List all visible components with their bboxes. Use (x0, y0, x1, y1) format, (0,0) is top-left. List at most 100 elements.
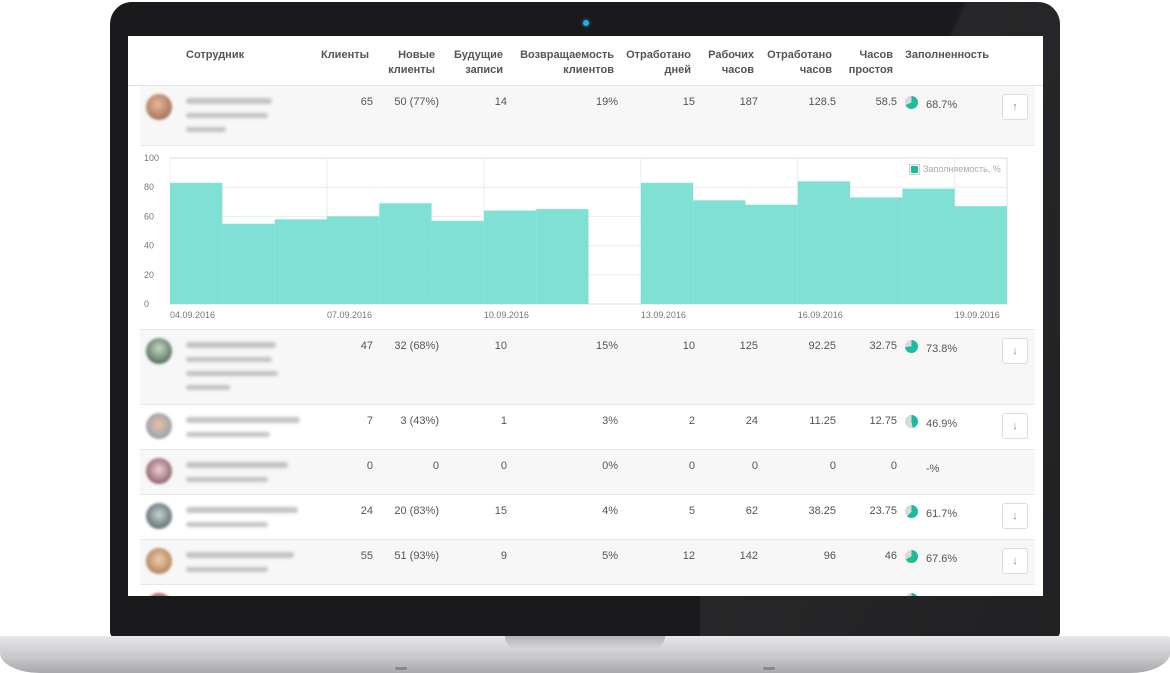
occupancy-cell: 67.6% (926, 553, 958, 565)
avatar (146, 338, 172, 364)
laptop-notch (505, 636, 665, 650)
clients-cell: 65 (360, 96, 373, 108)
avatar (146, 548, 172, 574)
expand-button[interactable]: ↓ (1002, 413, 1028, 439)
new-clients-cell: 0 (432, 460, 439, 472)
table-row[interactable]: 47 32 (68%) 10 15% 10 125 92.25 32.75 73.8% ↓ (140, 330, 1035, 405)
clients-cell: 0 (366, 460, 373, 472)
header-occupancy[interactable]: Заполненность (905, 49, 989, 61)
days-worked-cell: 2 (688, 415, 695, 427)
hours-worked-cell: 92.25 (808, 340, 836, 352)
header-idle-hours[interactable]: Часов простоя (848, 49, 893, 76)
expand-button[interactable]: ↓ (1002, 548, 1028, 574)
occupancy-pie-icon (905, 96, 918, 109)
future-records-cell: 1 (500, 415, 507, 427)
avatar (146, 458, 172, 484)
table-row-partial[interactable] (140, 585, 1035, 596)
days-worked-cell: 15 (682, 96, 695, 108)
employee-role-blurred (186, 113, 268, 118)
occupancy-pie-icon (905, 340, 918, 353)
return-rate-cell: 0% (602, 460, 618, 472)
employee-name-blurred (186, 552, 294, 558)
chart-bar (379, 203, 432, 304)
collapse-button[interactable]: ↑ (1002, 94, 1028, 120)
expand-button[interactable]: ↓ (1002, 338, 1028, 364)
chart-bar (431, 220, 484, 304)
x-tick-label: 16.09.2016 (798, 310, 843, 320)
work-hours-cell: 187 (739, 96, 758, 108)
work-hours-cell: 62 (745, 505, 758, 517)
table-row[interactable]: 0 0 0 0% 0 0 0 0 -% (140, 450, 1035, 495)
clients-cell: 24 (360, 505, 373, 517)
occupancy-cell: 68.7% (926, 99, 958, 111)
idle-hours-cell: 0 (890, 460, 897, 472)
chart-bar (170, 182, 223, 304)
employee-name-blurred (186, 342, 276, 348)
idle-hours-cell: 12.75 (869, 415, 897, 427)
occupancy-cell: 73.8% (926, 343, 958, 355)
chart-canvas: 0 20 40 60 80 100 04.09.2016 07.09.2016 10.09.20… (144, 153, 1008, 320)
return-rate-cell: 15% (595, 340, 618, 352)
header-new-clients[interactable]: Новые клиенты (388, 49, 435, 76)
avatar (146, 413, 172, 439)
idle-hours-cell: 58.5 (875, 96, 897, 108)
header-work-hours[interactable]: Рабочих часов (708, 49, 754, 76)
chart-legend[interactable]: Заполняемость, % (909, 163, 1001, 175)
return-rate-cell: 3% (602, 415, 618, 427)
employee-name-blurred (186, 98, 272, 104)
table-row[interactable]: 55 51 (93%) 9 5% 12 142 96 46 67.6% ↓ (140, 540, 1035, 585)
future-records-cell: 10 (494, 340, 507, 352)
header-days-worked[interactable]: Отработано дней (626, 49, 691, 76)
table-row[interactable]: 7 3 (43%) 1 3% 2 24 11.25 12.75 46.9% ↓ (140, 405, 1035, 450)
header-return-rate[interactable]: Возвращаемость клиентов (520, 49, 614, 76)
down-arrow-icon: ↓ (1012, 345, 1018, 357)
return-rate-cell: 19% (595, 96, 618, 108)
y-tick-label: 80 (144, 182, 154, 192)
chart-bar (954, 206, 1007, 304)
hours-worked-cell: 128.5 (808, 96, 836, 108)
x-tick-label: 13.09.2016 (641, 310, 686, 320)
header-future-records[interactable]: Будущие записи (453, 49, 503, 76)
occupancy-cell: -% (926, 463, 940, 475)
new-clients-cell: 50 (77%) (394, 96, 439, 108)
days-worked-cell: 5 (688, 505, 695, 517)
return-rate-cell: 5% (602, 550, 618, 562)
new-clients-cell: 20 (83%) (394, 505, 439, 517)
y-tick-label: 20 (144, 270, 154, 280)
table-row[interactable]: 65 50 (77%) 14 19% 15 187 128.5 58.5 68.7% ↑ (140, 86, 1035, 146)
clients-cell: 7 (366, 415, 373, 427)
work-hours-cell: 24 (745, 415, 758, 427)
y-tick-label: 60 (144, 211, 154, 221)
expand-button[interactable]: ↓ (1002, 503, 1028, 529)
future-records-cell: 14 (494, 96, 507, 108)
header-clients[interactable]: Клиенты (320, 49, 369, 61)
new-clients-cell: 32 (68%) (394, 340, 439, 352)
legend-label: Заполняемость, % (923, 164, 1001, 174)
chart-bar (326, 216, 380, 304)
down-arrow-icon: ↓ (1012, 555, 1018, 567)
chart-bar (902, 188, 955, 304)
webcam-icon (583, 20, 589, 26)
laptop-foot (763, 667, 775, 670)
days-worked-cell: 12 (682, 550, 695, 562)
employee-role-blurred (186, 385, 230, 390)
header-hours-worked[interactable]: Отработано часов (767, 49, 832, 76)
chart-bar (693, 200, 746, 304)
hours-worked-cell: 11.25 (809, 415, 836, 427)
return-rate-cell: 4% (602, 505, 618, 517)
work-hours-cell: 125 (739, 340, 758, 352)
employee-name-blurred (186, 507, 298, 513)
table-row[interactable]: 24 20 (83%) 15 4% 5 62 38.25 23.75 61.7% ↓ (140, 495, 1035, 540)
x-tick-label: 10.09.2016 (484, 310, 529, 320)
occupancy-pie-icon (905, 505, 918, 518)
chart-bar (536, 209, 589, 304)
avatar (146, 94, 172, 120)
hours-worked-cell: 0 (829, 460, 836, 472)
chart-bar (745, 204, 798, 304)
header-employee[interactable]: Сотрудник (186, 49, 245, 61)
x-tick-label: 07.09.2016 (327, 310, 372, 320)
employee-role-blurred (186, 357, 272, 362)
hours-worked-cell: 96 (823, 550, 836, 562)
idle-hours-cell: 46 (884, 550, 897, 562)
